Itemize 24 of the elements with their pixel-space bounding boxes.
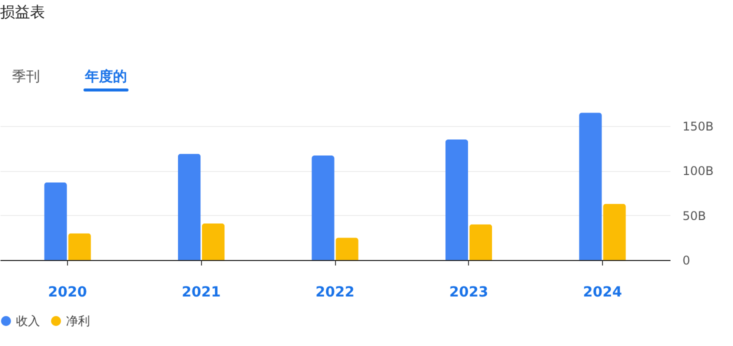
text: 年度的 xyxy=(84,68,127,85)
y-tick-label: 0 xyxy=(682,254,690,268)
bar xyxy=(469,224,492,260)
bar xyxy=(68,233,91,260)
legend-label: 收入 xyxy=(16,314,40,328)
bar xyxy=(202,223,225,260)
bar xyxy=(445,139,468,260)
x-tick-label: 2020 xyxy=(48,284,88,300)
legend-label: 净利 xyxy=(66,314,90,328)
x-tick-label: 2021 xyxy=(182,284,221,300)
y-tick-label: 100B xyxy=(682,164,714,178)
bar xyxy=(312,156,334,260)
bar xyxy=(44,182,67,260)
x-tick-label: 2023 xyxy=(449,284,488,300)
x-tick-label: 2024 xyxy=(582,284,622,300)
bar xyxy=(579,112,602,260)
y-tick-label: 50B xyxy=(682,208,706,223)
y-tick-label: 150B xyxy=(682,120,714,134)
bar xyxy=(178,154,201,260)
text: 季刊 xyxy=(12,69,40,85)
x-tick-label: 2022 xyxy=(316,284,354,300)
bar xyxy=(603,204,626,260)
bar xyxy=(336,238,358,260)
chart-title: 损益表 xyxy=(0,3,45,21)
